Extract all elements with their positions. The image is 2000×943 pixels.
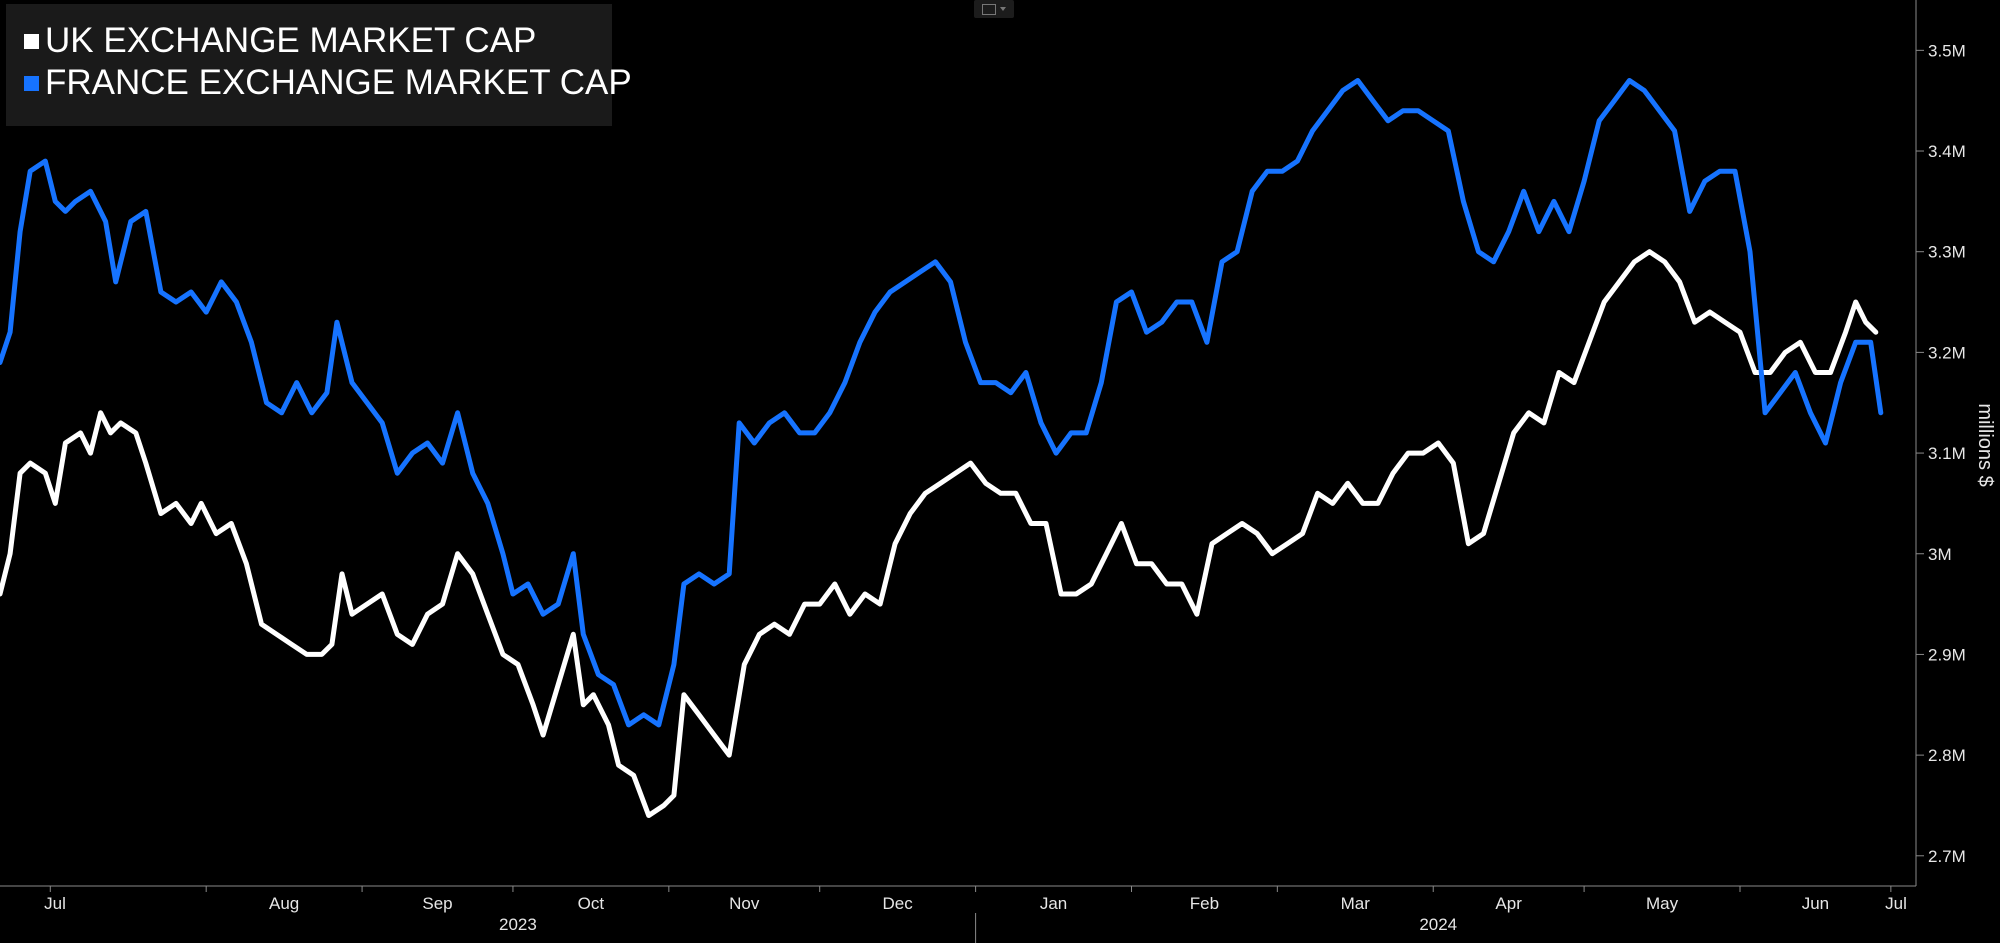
y-tick-label: 3.5M xyxy=(1928,41,1966,60)
y-tick-label: 3.1M xyxy=(1928,444,1966,463)
x-year-label: 2023 xyxy=(499,915,537,934)
y-tick-label: 2.9M xyxy=(1928,645,1966,664)
x-tick-label: Aug xyxy=(269,894,299,913)
x-tick-label: Jul xyxy=(1885,894,1907,913)
series-line-uk xyxy=(0,249,1879,818)
x-tick-label: Oct xyxy=(578,894,605,913)
y-axis: 2.7M 2.8M 2.9M 3M 3.1M 3.2M 3.3M 3.4M 3.5M millio… xyxy=(1915,0,1996,886)
x-year-label: 2024 xyxy=(1419,915,1457,934)
x-axis: Jul Aug Sep Oct Nov Dec Jan Feb Mar Apr May Jun Jul 2… xyxy=(0,885,1916,943)
x-tick-label: Sep xyxy=(422,894,452,913)
y-tick-label: 3.2M xyxy=(1928,343,1966,362)
legend: UK EXCHANGE MARKET CAP FRANCE EXCHANGE M… xyxy=(6,4,632,126)
y-tick-label: 3M xyxy=(1928,545,1952,564)
x-tick-label: Jan xyxy=(1040,894,1067,913)
x-tick-label: Dec xyxy=(883,894,914,913)
x-tick-label: May xyxy=(1646,894,1679,913)
y-tick-label: 3.3M xyxy=(1928,243,1966,262)
y-tick-label: 3.4M xyxy=(1928,142,1966,161)
legend-item-france[interactable]: FRANCE EXCHANGE MARKET CAP xyxy=(24,62,632,104)
legend-swatch-france xyxy=(24,75,39,91)
legend-label-france: FRANCE EXCHANGE MARKET CAP xyxy=(45,63,632,102)
chart-toolbar[interactable] xyxy=(974,0,1014,18)
legend-label-uk: UK EXCHANGE MARKET CAP xyxy=(45,21,537,60)
x-tick-label: Apr xyxy=(1495,894,1522,913)
y-tick-label: 2.7M xyxy=(1928,847,1966,866)
chart-type-icon[interactable] xyxy=(982,3,996,15)
x-tick-label: Mar xyxy=(1341,894,1371,913)
y-tick-label: 2.8M xyxy=(1928,746,1966,765)
x-tick-label: Nov xyxy=(729,894,760,913)
x-tick-label: Jul xyxy=(44,894,66,913)
legend-swatch-uk xyxy=(24,33,39,49)
y-axis-title: millions $ xyxy=(1974,403,1996,486)
legend-item-uk[interactable]: UK EXCHANGE MARKET CAP xyxy=(24,20,612,62)
x-tick-label: Jun xyxy=(1802,894,1829,913)
x-tick-label: Feb xyxy=(1190,894,1219,913)
chevron-down-icon[interactable] xyxy=(1000,7,1006,11)
series-line-france xyxy=(0,78,1884,728)
series-layer xyxy=(0,78,1884,818)
